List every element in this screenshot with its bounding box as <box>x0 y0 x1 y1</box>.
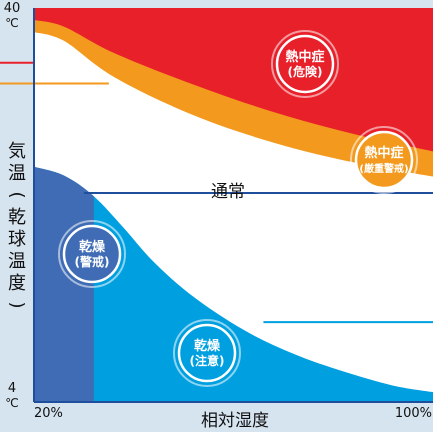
y-tick-unit: ℃ <box>5 396 18 410</box>
y-axis-label-char: 温 <box>8 251 26 272</box>
badge-heatstroke-warning-outer-ring <box>350 126 418 194</box>
badge-heatstroke-warning-text: (厳重警戒) <box>359 162 408 175</box>
badge-dry-caution-text: 乾燥 <box>194 338 221 354</box>
badge-dry-caution-text: (注意) <box>190 353 225 368</box>
region-dry-warning <box>34 166 94 402</box>
regions-layer <box>34 8 433 402</box>
region-dry-caution <box>34 166 433 402</box>
y-axis-label-char: 乾 <box>8 207 26 228</box>
y-axis-label-char: 球 <box>8 229 26 250</box>
y-tick-label: 4 <box>8 381 16 396</box>
badge-dry-caution-disc <box>177 323 237 383</box>
y-axis-label-glyph: ) <box>7 301 28 308</box>
badge-dry-warning: 乾燥(警戒) <box>58 220 126 288</box>
normal-zone-label: 通常 <box>211 182 245 202</box>
reference-lines-layer <box>0 61 433 324</box>
y-axis-label-char: ) <box>7 301 28 308</box>
y-tick-unit: ℃ <box>5 16 18 30</box>
badge-dry-warning-outer-ring <box>58 220 126 288</box>
y-axis-label-char: 気 <box>8 141 26 162</box>
y-axis-label-char: 温 <box>8 163 26 184</box>
badge-heatstroke-warning: 熱中症(厳重警戒) <box>350 126 418 194</box>
badge-dry-warning-text: (警戒) <box>75 254 110 269</box>
y-tick-label: 40 <box>4 1 21 16</box>
y-axis-label-char: ( <box>7 191 28 198</box>
badge-heatstroke-danger: 熱中症(危険) <box>271 30 339 98</box>
badge-heatstroke-warning-disc <box>354 130 414 190</box>
x-axis-label: 相対湿度 <box>201 411 269 431</box>
badge-dry-warning-disc <box>62 224 122 284</box>
badge-dry-caution-outer-ring <box>173 319 241 387</box>
x-tick-label: 20% <box>34 406 63 421</box>
badge-heatstroke-danger-disc <box>275 34 335 94</box>
badge-heatstroke-danger-text: 熱中症 <box>285 49 324 65</box>
badge-dry-caution: 乾燥(注意) <box>173 319 241 387</box>
badge-dry-warning-text: 乾燥 <box>79 239 106 255</box>
x-tick-label: 100% <box>395 406 432 421</box>
badge-heatstroke-danger-outer-ring <box>271 30 339 98</box>
y-axis-label-glyph: ( <box>7 191 28 198</box>
region-heatstroke-danger <box>34 8 433 152</box>
badge-heatstroke-danger-text: (危険) <box>288 64 323 79</box>
badge-heatstroke-warning-text: 熱中症 <box>364 145 403 161</box>
y-axis-label-char: 度 <box>8 273 26 294</box>
